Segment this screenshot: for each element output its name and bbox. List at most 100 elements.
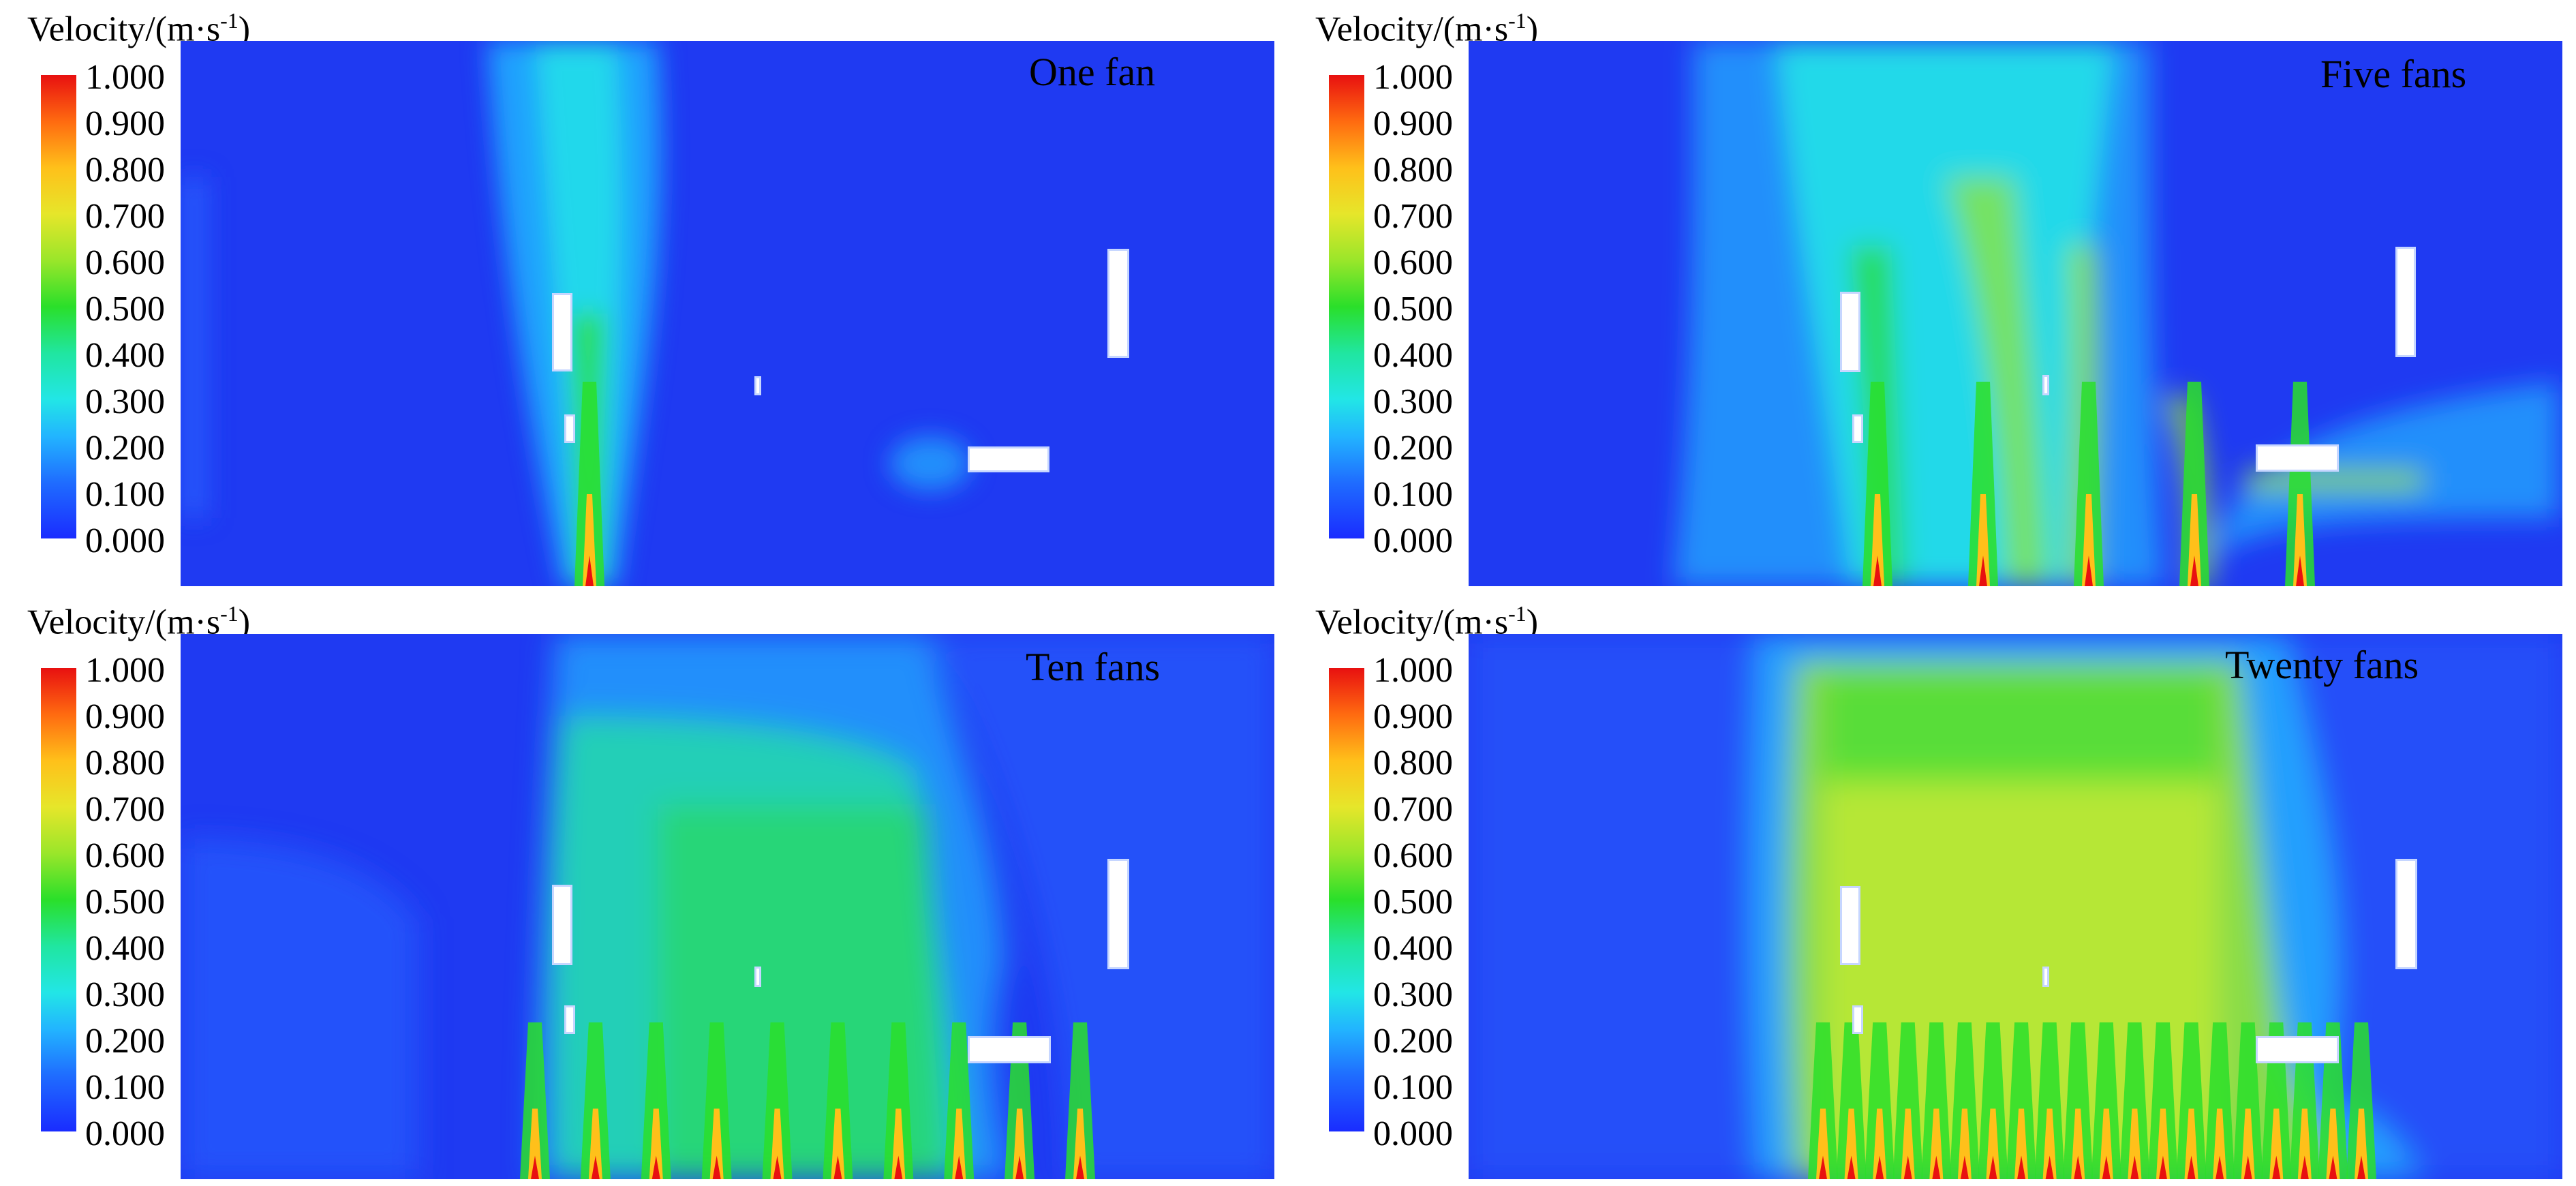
obstacle-block <box>2395 247 2416 357</box>
colorbar-tick-label: 0.800 <box>85 744 165 782</box>
obstacle-block <box>2395 859 2417 969</box>
colorbar-tick-label: 0.700 <box>85 197 165 236</box>
obstacle-block <box>1840 886 1860 965</box>
colorbar-tick-label: 0.200 <box>85 429 165 468</box>
fan-jet <box>1949 1022 1980 1179</box>
colorbar <box>41 668 76 1131</box>
fan-jet <box>762 1022 793 1179</box>
colorbar-tick-label: 0.600 <box>1373 243 1453 282</box>
colorbar-tick-label: 0.000 <box>85 1114 165 1153</box>
colorbar-tick-label: 0.300 <box>1373 975 1453 1014</box>
fan-jet <box>580 1022 611 1179</box>
fan-jet <box>883 1022 914 1179</box>
fan-jet <box>574 382 604 586</box>
colorbar-tick-label: 0.700 <box>1373 790 1453 829</box>
velocity-field: Twenty fans <box>1469 634 2562 1179</box>
colorbar <box>1329 668 1364 1131</box>
colorbar-tick-label: 0.100 <box>85 1068 165 1107</box>
fan-jet <box>823 1022 853 1179</box>
colorbar <box>41 75 76 538</box>
obstacle-block <box>564 414 575 443</box>
fan-jet <box>641 1022 671 1179</box>
fan-jet <box>2091 1022 2121 1179</box>
colorbar-tick-label: 1.000 <box>85 651 165 690</box>
fan-jet <box>701 1022 732 1179</box>
colorbar-tick-label: 0.900 <box>1373 104 1453 143</box>
obstacle-block <box>968 446 1049 472</box>
colorbar-tick-label: 0.600 <box>85 243 165 282</box>
panel-five-fans: Velocity/(m·s-1) 1.000 0.900 0.800 0.700 0.6… <box>1288 0 2576 593</box>
colorbar-tick-label: 1.000 <box>1373 651 1453 690</box>
obstacle-block <box>1840 292 1860 372</box>
obstacle-block <box>754 376 761 395</box>
fan-jet <box>1968 382 1998 586</box>
colorbar-tick-label: 0.800 <box>1373 744 1453 782</box>
colorbar-tick-label: 0.500 <box>1373 883 1453 922</box>
colorbar-tick-label: 0.500 <box>1373 290 1453 329</box>
fan-jet <box>1921 1022 1952 1179</box>
fan-jet <box>2034 1022 2065 1179</box>
colorbar-tick-label: 0.300 <box>85 382 165 421</box>
colorbar-tick-label: 0.700 <box>1373 197 1453 236</box>
panel-label: One fan <box>1029 50 1156 94</box>
obstacle-block <box>552 293 572 371</box>
fan-jet <box>2074 382 2104 586</box>
colorbar-tick-label: 0.500 <box>85 290 165 329</box>
colorbar-tick-label: 0.900 <box>85 104 165 143</box>
obstacle-block <box>754 967 761 987</box>
obstacle-block <box>1852 1005 1863 1034</box>
obstacle-block <box>552 885 572 965</box>
fan-jet <box>1865 1022 1895 1179</box>
obstacle-block <box>2256 444 2339 472</box>
panel-label: Twenty fans <box>2225 643 2419 687</box>
colorbar-title: Velocity/(m·s-1) <box>27 8 251 49</box>
colorbar-tick-label: 0.900 <box>1373 697 1453 736</box>
colorbar-tick-label: 0.800 <box>1373 151 1453 189</box>
colorbar-tick-label: 0.200 <box>1373 429 1453 468</box>
fan-jet <box>2205 1022 2235 1179</box>
obstacle-block <box>1107 859 1129 969</box>
fan-jet <box>1808 1022 1838 1179</box>
velocity-field: One fan <box>181 41 1274 586</box>
obstacle-block <box>968 1036 1051 1063</box>
panel-label: Five fans <box>2320 52 2467 96</box>
colorbar-tick-label: 0.100 <box>1373 1068 1453 1107</box>
obstacle-block <box>1107 249 1129 358</box>
colorbar-tick-label: 0.600 <box>85 836 165 875</box>
fan-jet <box>1065 1022 1095 1179</box>
colorbar-tick-label: 0.100 <box>1373 475 1453 514</box>
colorbar-tick-label: 0.000 <box>1373 1114 1453 1153</box>
colorbar-tick-label: 0.700 <box>85 790 165 829</box>
colorbar <box>1329 75 1364 538</box>
fan-jet <box>1862 382 1892 586</box>
colorbar-tick-label: 0.800 <box>85 151 165 189</box>
obstacle-block <box>2042 375 2049 395</box>
fan-jet <box>2346 1022 2376 1179</box>
obstacle-block <box>2042 967 2049 987</box>
colorbar-tick-label: 0.300 <box>85 975 165 1014</box>
colorbar-tick-label: 0.000 <box>85 521 165 560</box>
colorbar-tick-label: 0.400 <box>85 929 165 968</box>
fan-jet <box>520 1022 550 1179</box>
colorbar-tick-label: 1.000 <box>1373 58 1453 97</box>
fan-jet <box>2285 382 2315 586</box>
fan-jet <box>1892 1022 1923 1179</box>
obstacle-block <box>1852 414 1863 443</box>
fan-jet <box>2006 1022 2037 1179</box>
velocity-field: Ten fans <box>181 634 1274 1179</box>
fan-jet <box>2147 1022 2178 1179</box>
fan-jet <box>1978 1022 2008 1179</box>
panel-label: Ten fans <box>1026 645 1161 689</box>
colorbar-tick-label: 0.900 <box>85 697 165 736</box>
obstacle-block <box>2256 1036 2339 1063</box>
fan-jet <box>1836 1022 1867 1179</box>
fan-jet <box>2119 1022 2150 1179</box>
colorbar-tick-label: 1.000 <box>85 58 165 97</box>
fan-jet <box>2179 382 2209 586</box>
colorbar-tick-label: 0.500 <box>85 883 165 922</box>
colorbar-tick-label: 0.400 <box>1373 929 1453 968</box>
fan-jet <box>2233 1022 2263 1179</box>
colorbar-tick-label: 0.400 <box>85 336 165 375</box>
colorbar-tick-label: 0.200 <box>1373 1022 1453 1061</box>
colorbar-tick-label: 0.600 <box>1373 836 1453 875</box>
